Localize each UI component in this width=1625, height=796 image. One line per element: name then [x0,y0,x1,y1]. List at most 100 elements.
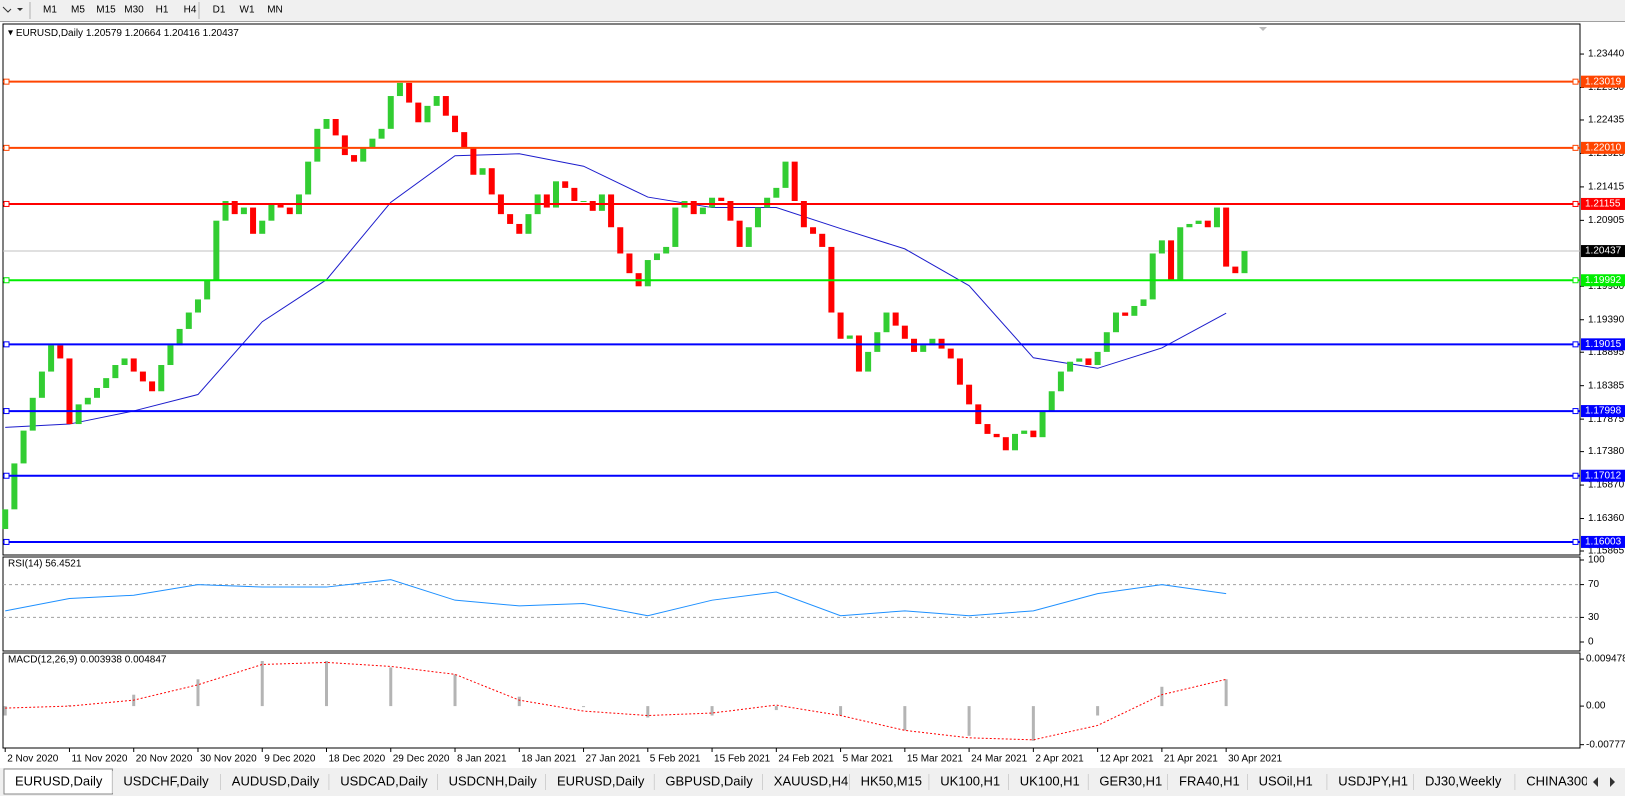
x-tick-label: 29 Dec 2020 [393,754,450,765]
candle [360,148,367,162]
tab[interactable] [220,771,330,793]
scroll-left[interactable] [1593,777,1598,787]
candle [709,197,716,208]
candle [38,371,45,398]
tab-label[interactable]: FRA40,H1 [1179,773,1240,788]
tab[interactable] [1247,771,1328,793]
candle [571,187,578,201]
y-tick-label: 1.15865 [1588,546,1625,557]
tab-label[interactable]: AUDUSD,Daily [232,773,320,788]
tab[interactable] [1008,771,1089,793]
x-tick-label: 2 Nov 2020 [7,754,59,765]
tab[interactable] [112,771,221,793]
level-handle[interactable] [1572,341,1579,348]
candle [1030,430,1037,438]
candle [341,135,348,156]
timeframe-button[interactable]: MN [267,5,283,16]
macd-signal [5,661,1227,741]
chart-header: ▾ EURUSD,Daily 1.20579 1.20664 1.20416 1… [8,28,239,39]
candle [507,214,514,224]
x-tick-label: 2 Apr 2021 [1035,754,1084,765]
level-handle[interactable] [1572,200,1579,207]
tab-label[interactable]: XAUUSD,H4 [774,773,848,788]
level-handle[interactable] [1572,472,1579,479]
candle [1232,266,1239,274]
timeframe-button[interactable]: M15 [96,5,116,16]
timeframe-button[interactable]: W1 [240,5,255,16]
tab-label[interactable]: UK100,H1 [1020,773,1080,788]
tab-label[interactable]: GER30,H1 [1099,773,1162,788]
level-handle[interactable] [3,472,10,479]
x-tick-label: 20 Nov 2020 [136,754,193,765]
tab-label[interactable]: EURUSD,Daily [15,773,103,788]
tab[interactable] [654,771,763,793]
level-label: 1.17012 [1585,470,1622,481]
symbol: EURUSD,Daily [16,28,83,39]
candle [855,335,862,372]
timeframe-button[interactable]: H1 [156,5,169,16]
tab-label[interactable]: USDCNH,Daily [449,773,538,788]
timeframe-button[interactable]: M30 [124,5,144,16]
tab[interactable] [3,768,113,795]
candle [103,378,110,388]
tab-label[interactable]: UK100,H1 [940,773,1000,788]
tab[interactable] [1515,771,1585,793]
candle [598,194,605,211]
tab-label[interactable]: GBPUSD,Daily [665,773,753,788]
tab[interactable] [546,771,655,793]
tab-label[interactable]: HK50,M15 [861,773,922,788]
candle [149,381,156,392]
y-tick-label: 1.19390 [1588,314,1625,325]
draw-tool-icon[interactable] [2,6,12,13]
level-handle[interactable] [3,200,10,207]
tab-label[interactable]: USDCAD,Daily [340,773,428,788]
level-handle[interactable] [1572,78,1579,85]
tab-label[interactable]: USDJPY,H1 [1338,773,1408,788]
candle [406,82,413,103]
level-label-box [1581,469,1625,482]
candle [158,365,165,392]
level-handle[interactable] [3,341,10,348]
candle [1168,240,1175,280]
timeframe-button[interactable]: H4 [184,5,197,16]
tab-label[interactable]: USDCHF,Daily [123,773,209,788]
x-tick-label: 30 Nov 2020 [200,754,257,765]
dropdown-arrow[interactable] [17,8,23,11]
candle [1048,391,1055,411]
tab[interactable] [329,771,438,793]
tab-label[interactable]: EURUSD,Daily [557,773,645,788]
tab[interactable] [929,771,1009,793]
timeframe-button[interactable]: M1 [43,5,57,16]
level-handle[interactable] [3,538,10,545]
level-handle[interactable] [1572,277,1579,284]
timeframe-button[interactable]: D1 [213,5,226,16]
tab[interactable] [1327,771,1414,793]
tab-label[interactable]: DJ30,Weekly [1425,773,1502,788]
tab[interactable] [762,771,850,793]
timeframe-button[interactable]: M5 [71,5,85,16]
candle [736,220,743,247]
level-handle[interactable] [1572,144,1579,151]
candle [461,132,468,149]
candle [993,433,1000,438]
tab[interactable] [1088,771,1168,793]
level-handle[interactable] [3,144,10,151]
scroll-right[interactable] [1610,777,1615,787]
candle [452,115,459,133]
candle [84,397,91,405]
y-tick-label: -0.007778 [1586,739,1625,750]
level-handle[interactable] [3,408,10,415]
tab[interactable] [849,771,930,793]
rsi-line [5,579,1227,617]
level-handle[interactable] [3,78,10,85]
tab[interactable] [437,771,546,793]
level-handle[interactable] [1572,408,1579,415]
candle [718,197,725,201]
tab-label[interactable]: USOil,H1 [1259,773,1313,788]
level-handle[interactable] [1572,538,1579,545]
level-handle[interactable] [3,277,10,284]
tab[interactable] [1168,771,1248,793]
candle [323,118,330,129]
tab[interactable] [1414,771,1516,793]
candle [167,345,174,366]
